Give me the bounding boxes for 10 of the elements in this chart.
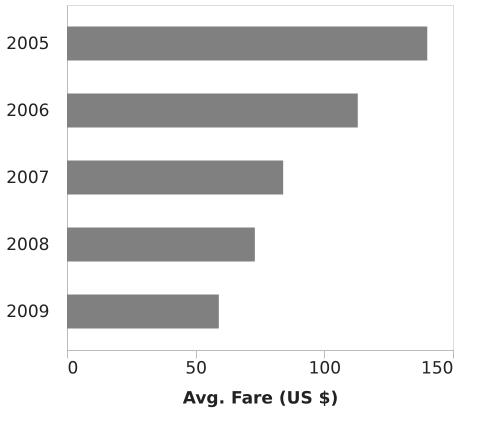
y-tick-label: 2009 bbox=[6, 302, 50, 322]
y-tick-label: 2006 bbox=[6, 101, 50, 121]
x-tick-label: 150 bbox=[421, 358, 454, 378]
y-tick-label: 2007 bbox=[6, 168, 50, 188]
x-tick-label: 50 bbox=[185, 358, 207, 378]
x-tick-label: 100 bbox=[308, 358, 342, 378]
x-tick-label: 0 bbox=[68, 358, 78, 378]
y-tick-label: 2005 bbox=[6, 34, 50, 54]
y-tick-label: 2008 bbox=[6, 235, 50, 255]
x-axis-title: Avg. Fare (US $) bbox=[182, 388, 338, 408]
